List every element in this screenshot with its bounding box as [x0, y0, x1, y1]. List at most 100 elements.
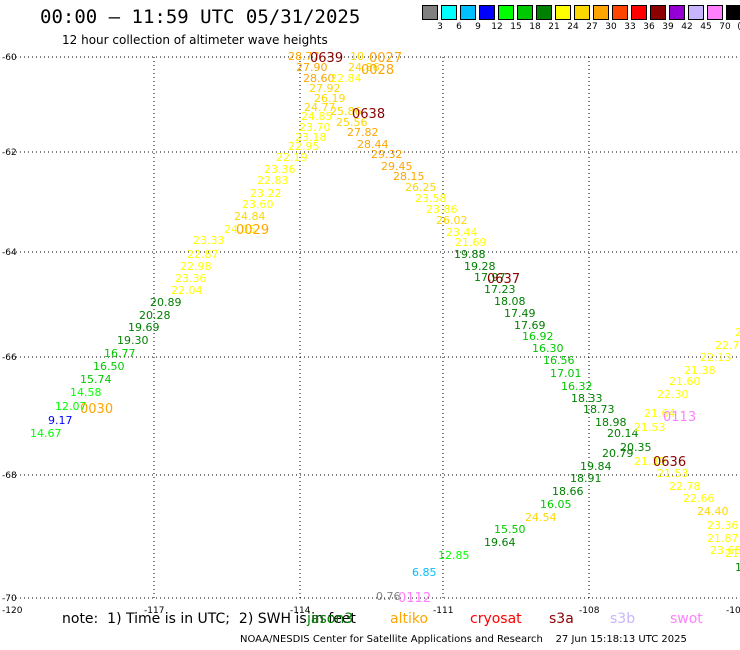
wave-height-value: 29.32	[371, 148, 403, 161]
wave-height-value: 18.33	[571, 392, 603, 405]
scale-swatch	[612, 5, 628, 20]
scale-swatch	[688, 5, 704, 20]
wave-height-value: 23.68	[710, 544, 740, 557]
wave-height-value: 27.90	[296, 61, 328, 74]
wave-height-value: 20.89	[150, 296, 182, 309]
satellite-legend-item: jason3	[307, 611, 354, 627]
wave-height-value: 19.69	[128, 321, 160, 334]
pass-label: 0027	[369, 51, 402, 66]
wave-height-value: 22.84	[330, 72, 362, 85]
lat-label: -60	[2, 53, 17, 63]
wave-height-value: 25.56	[336, 116, 368, 129]
scale-label: 24	[567, 22, 579, 32]
satellite-legend-item: altiko	[390, 611, 429, 627]
scale-swatch	[574, 5, 590, 20]
scale-swatch	[422, 5, 438, 20]
wave-height-value: 19.88	[454, 248, 486, 261]
wave-height-value: 29.45	[381, 160, 413, 173]
wave-height-value: 18.08	[494, 295, 526, 308]
wave-height-value: 21.53	[657, 467, 689, 480]
wave-height-value: 26.25	[405, 181, 437, 194]
wave-height-value: 14.67	[30, 427, 62, 440]
wave-height-value: 17.49	[504, 307, 536, 320]
scale-label: 6	[456, 22, 462, 32]
wave-height-value: 21	[735, 326, 740, 339]
wave-height-value: 19.28	[464, 260, 496, 273]
scale-label: 42	[681, 22, 693, 32]
wave-height-value: 19.64	[484, 536, 516, 549]
wave-height-value: 18.	[735, 561, 740, 574]
wave-height-value: 28.44	[357, 138, 389, 151]
wave-height-value: 24.40	[697, 505, 729, 518]
pass-label: 0636	[653, 455, 686, 470]
wave-height-value: 12.07	[55, 400, 87, 413]
wave-height-value: 22.72	[715, 339, 740, 352]
wave-height-value: 26.02	[436, 214, 468, 227]
wave-height-value: 22.78	[669, 480, 701, 493]
scale-swatch	[593, 5, 609, 20]
pass-label: 0638	[352, 107, 385, 122]
wave-height-value: 22.98	[180, 260, 212, 273]
wave-height-value: 9.17	[48, 414, 73, 427]
wave-height-value: 24.84	[234, 210, 266, 223]
wave-height-value: 23.22	[250, 187, 282, 200]
footer-credit: NOAA/NESDIS Center for Satellite Applica…	[240, 634, 687, 645]
wave-height-value: 17.69	[514, 319, 546, 332]
axis-labels: -60 -62 -64 -66 -68 -70 -120 -117 -114 -111 -108 -1…	[2, 53, 740, 616]
map-subtitle: 12 hour collection of altimeter wave hei…	[62, 33, 328, 47]
scale-swatch	[460, 5, 476, 20]
map-title: 00:00 – 11:59 UTC 05/31/2025	[40, 6, 361, 28]
lat-label: -66	[2, 353, 17, 363]
wave-height-value: 15.74	[80, 373, 112, 386]
track-0029: 23.3322.8722.9823.3622.0420.8920.2819.69…	[30, 234, 225, 440]
pass-label: 0030	[80, 402, 113, 417]
scale-label: 45	[700, 22, 712, 32]
track-0637: 19.8819.2817.9717.2318.0817.4917.6916.92…	[438, 248, 652, 562]
legend-note: note: 1) Time is in UTC; 2) SWH is in fe…	[62, 611, 356, 627]
scale-swatch	[479, 5, 495, 20]
pass-label: 0637	[487, 272, 520, 287]
wave-height-value: 20.35	[620, 441, 652, 454]
satellite-legend-item: cryosat	[470, 611, 522, 627]
wave-height-value: 24.86	[348, 61, 380, 74]
track-misc: 24.54	[525, 511, 557, 524]
lat-label: -64	[2, 248, 17, 258]
scale-swatch	[650, 5, 666, 20]
lat-label: -68	[2, 471, 17, 481]
wave-height-value: 24.85	[301, 110, 333, 123]
pass-label: 0112	[398, 591, 431, 606]
wave-height-value: 28.15	[393, 170, 425, 183]
wave-height-value: 24.77	[304, 101, 336, 114]
wave-height-value: 21.38	[684, 364, 716, 377]
satellite-legend-item: s3a	[549, 611, 574, 627]
wave-height-value: 22.87	[187, 248, 219, 261]
scale-swatch	[441, 5, 457, 20]
lon-label: -108	[579, 606, 600, 616]
wave-height-value: 19.84	[580, 460, 612, 473]
wave-height-value: 22.19	[276, 151, 308, 164]
scale-label: 36	[643, 22, 655, 32]
scale-label: 39	[662, 22, 674, 32]
lon-label: -105	[726, 606, 740, 616]
scale-swatch	[726, 5, 740, 20]
scale-swatch	[631, 5, 647, 20]
wave-height-value: 17.23	[484, 283, 516, 296]
wave-height-value: 18.98	[595, 416, 627, 429]
wave-height-value: 23.60	[242, 198, 274, 211]
wave-height-value: 22.04	[171, 284, 203, 297]
scale-label: 27	[586, 22, 598, 32]
wave-height-value: 10	[350, 50, 364, 63]
wave-height-value: 20.14	[607, 427, 639, 440]
wave-height-value: 28.77	[288, 50, 320, 63]
wave-height-value: 21.53	[634, 421, 666, 434]
wave-height-value: 22.83	[257, 174, 289, 187]
wave-height-value: 18.73	[583, 403, 615, 416]
pass-label: 0029	[236, 223, 269, 238]
scale-swatch	[517, 5, 533, 20]
wave-height-value: 21.60	[725, 547, 740, 560]
lon-label: -111	[433, 606, 453, 616]
wave-height-value: 27.82	[347, 126, 379, 139]
track-0636: 21.3921.5322.7822.6624.4023.3621.8723.68…	[634, 455, 740, 574]
